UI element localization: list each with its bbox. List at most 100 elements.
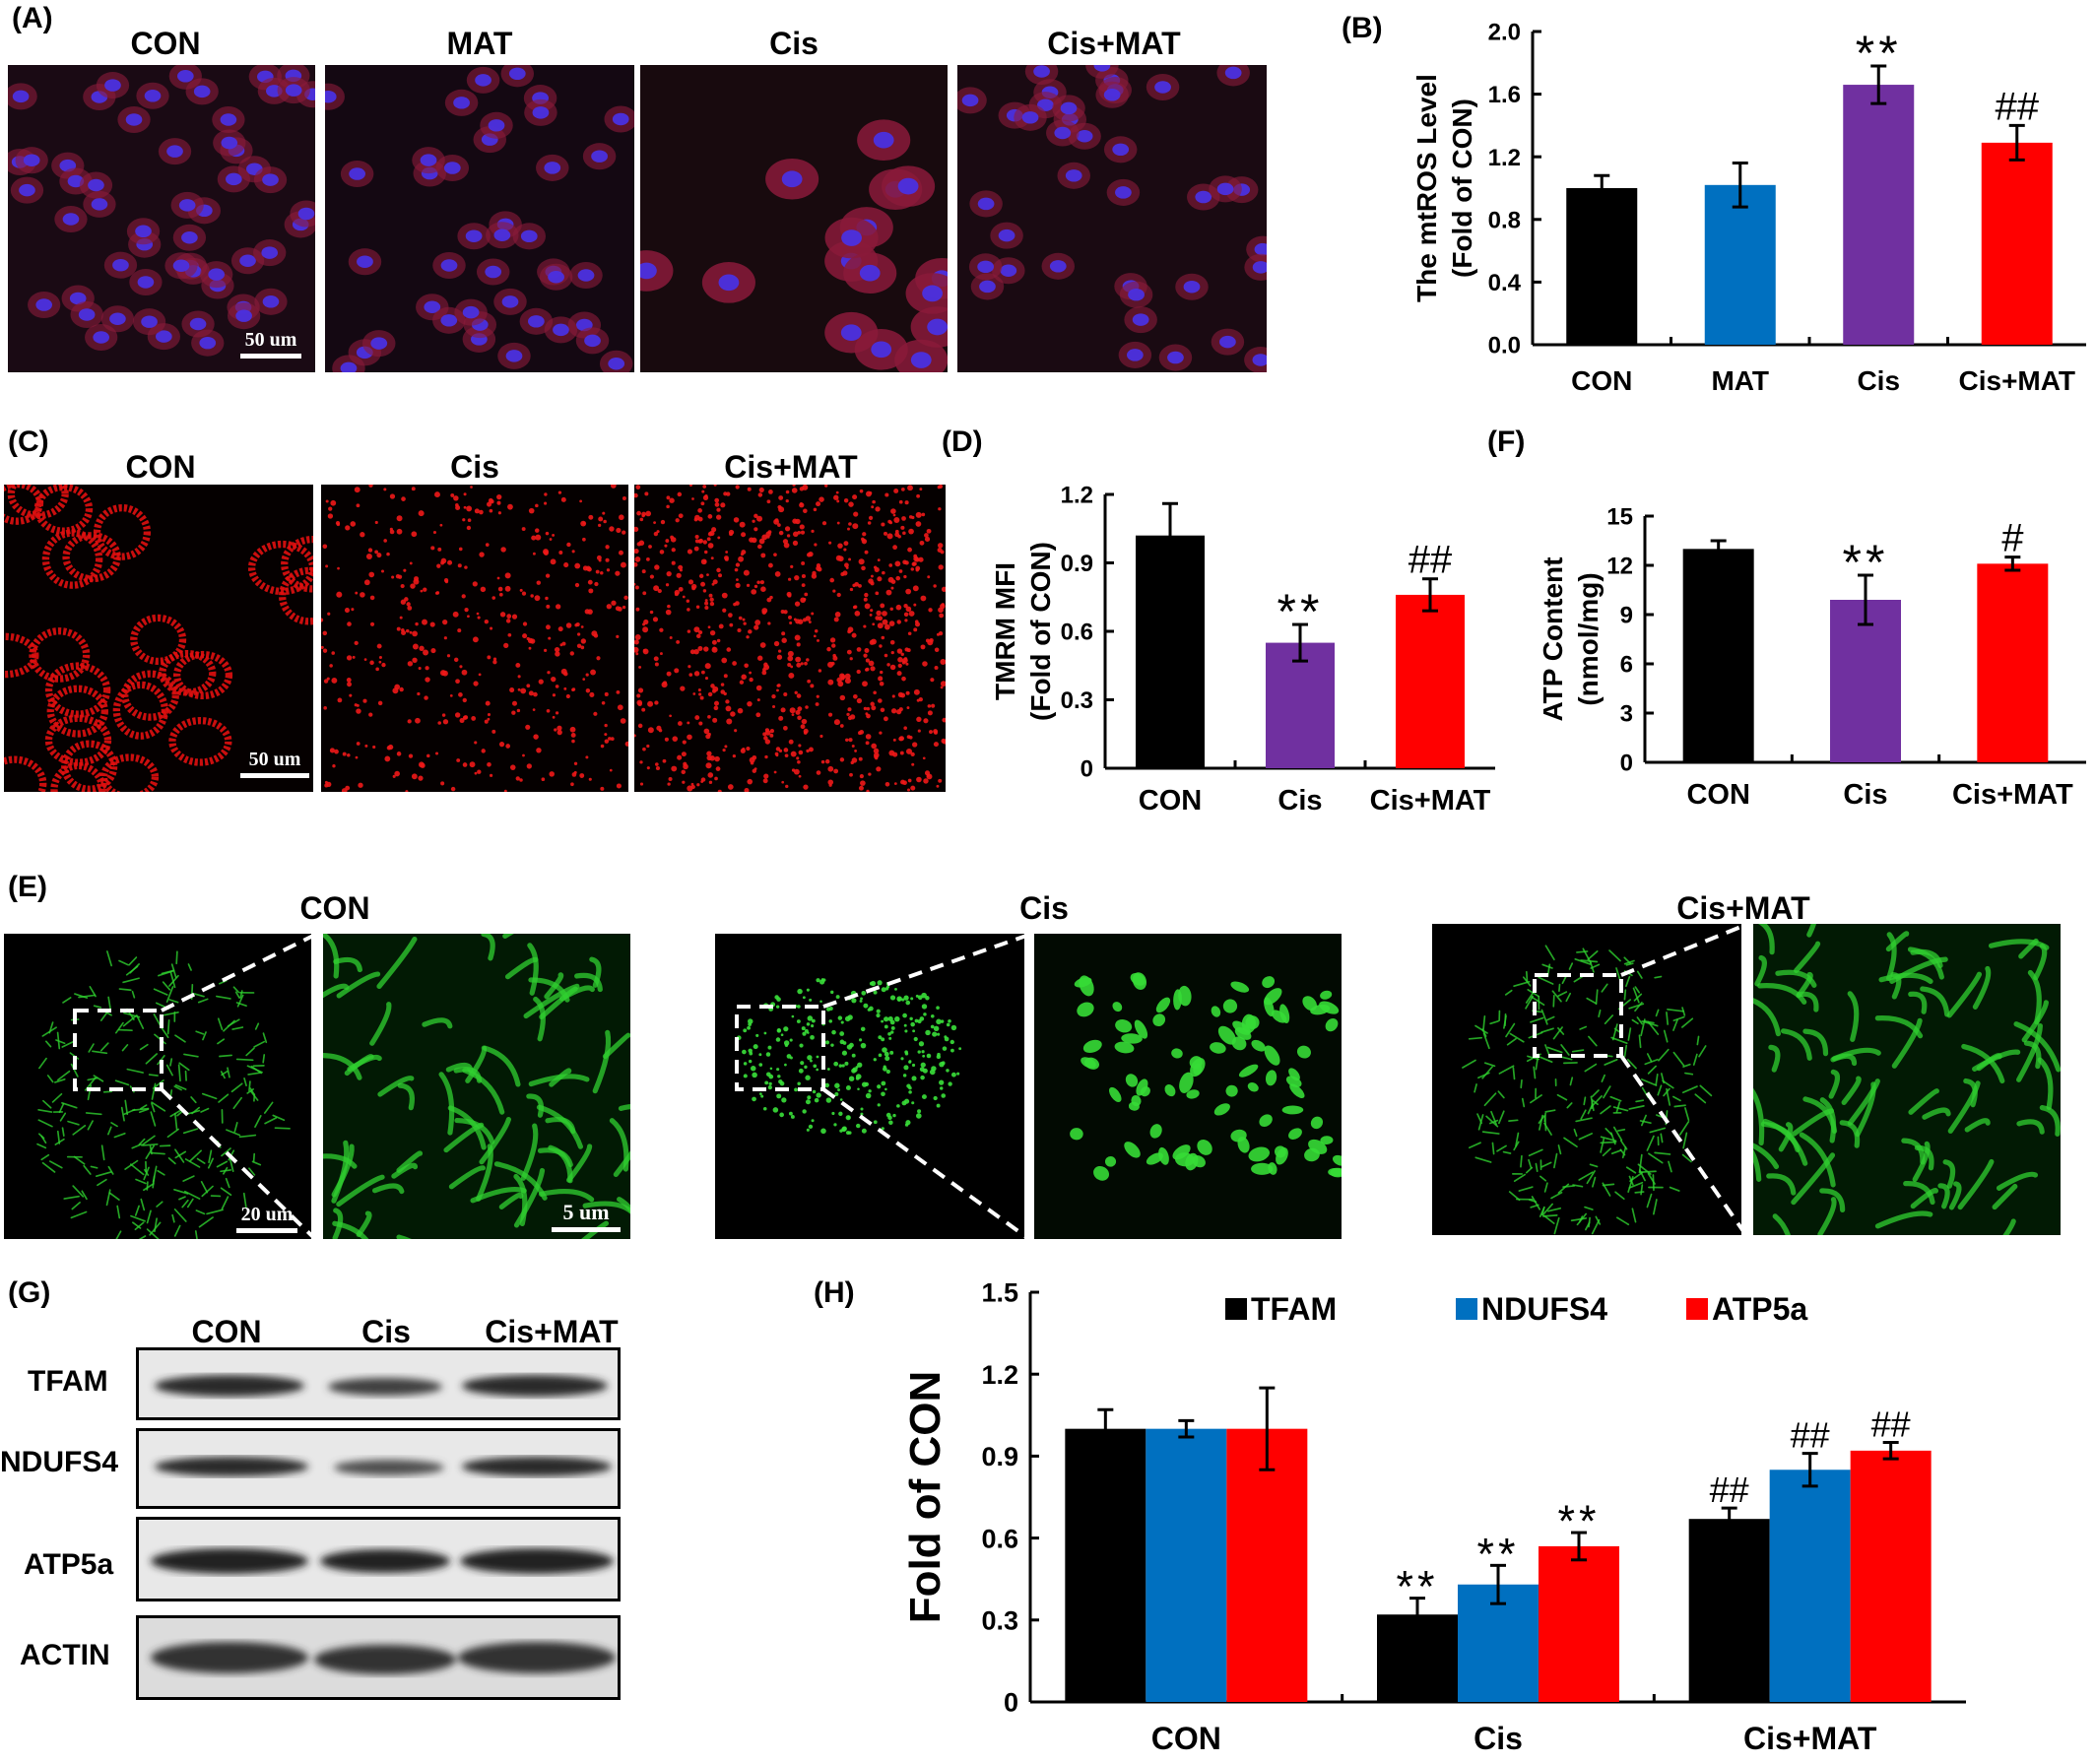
x-tick-label: CON	[1686, 779, 1749, 811]
mitochondria-filament	[81, 1190, 88, 1201]
mitochondria-dot	[812, 570, 817, 576]
mitochondria-filament	[1482, 1015, 1486, 1031]
mitochondria-dot	[870, 609, 874, 613]
mitochondria-dot	[711, 639, 717, 645]
mitochondria-dot	[728, 613, 733, 618]
mitochondria-dot	[707, 543, 714, 549]
nucleus	[1132, 313, 1149, 326]
mitochondria-dot	[671, 560, 676, 565]
mitochondria-dot	[496, 500, 501, 505]
mitochondria-filament	[37, 1119, 53, 1128]
mitochondria-filament	[1625, 975, 1631, 988]
mitochondria-filament	[2023, 1040, 2042, 1070]
mitochondria-filament	[1462, 1059, 1476, 1069]
mitochondria-dot	[904, 647, 909, 652]
nucleus	[235, 309, 252, 322]
mitochondria-dot	[816, 770, 821, 775]
mitochondria-dot	[941, 586, 946, 593]
mitochondria-filament	[56, 1031, 61, 1050]
mitochondria-filament	[520, 1123, 539, 1181]
band	[151, 1642, 308, 1673]
x-tick-label: Cis+MAT	[1959, 365, 2076, 396]
mitochondria-fragment	[925, 996, 930, 1001]
mitochondria-filament	[1908, 991, 1928, 1014]
nucleus	[189, 317, 207, 331]
mitochondria-dot	[805, 705, 809, 709]
x-tick-label: Cis+MAT	[1370, 785, 1491, 817]
mitochondria-filament	[102, 1090, 113, 1093]
nucleus	[297, 207, 315, 221]
mitochondria-dot	[939, 613, 945, 619]
mitochondria-dot	[732, 661, 737, 666]
nucleus	[104, 79, 121, 92]
scale-bar-e-zoom-line	[552, 1227, 621, 1232]
mitochondria-dot	[674, 668, 680, 674]
mitochondria-dot	[746, 583, 751, 587]
mitochondria-dot	[938, 485, 944, 489]
mitochondria-dot	[616, 527, 622, 534]
mitochondria-fragment	[1310, 1116, 1324, 1130]
mitochondria-fragment	[861, 990, 867, 996]
mitochondria-dot	[360, 532, 365, 538]
mitochondria-filament	[56, 1070, 71, 1081]
mitochondria-fragment	[873, 1120, 878, 1125]
x-tick-label: MAT	[1711, 365, 1769, 396]
mitochondria-dot	[865, 668, 869, 672]
mitochondria-fragment	[914, 1018, 919, 1023]
nucleus	[93, 331, 110, 344]
mitochondria-dot	[324, 783, 329, 788]
mitochondria-filament	[1817, 1197, 1837, 1235]
mitochondria-dot	[434, 591, 439, 595]
mitochondria-dot	[897, 691, 904, 698]
mitochondria-dot	[563, 562, 569, 568]
mitochondria-filament	[183, 1053, 199, 1058]
mitochondria-filament	[1600, 1105, 1611, 1115]
mitochondria-dot	[408, 753, 414, 758]
mitochondria-dot	[703, 559, 706, 563]
mitochondria-fragment	[770, 1002, 776, 1008]
y-tick-label: 9	[1620, 603, 1633, 629]
mitochondria-dot	[418, 510, 425, 517]
mitochondria-fragment	[753, 1044, 758, 1050]
mitochondria-filament	[1468, 1142, 1481, 1149]
mitochondria-fragment	[946, 1069, 950, 1073]
mitochondria-filament	[1485, 1115, 1499, 1128]
mitochondria-dot	[845, 738, 849, 743]
mitochondria-fragment	[797, 1081, 801, 1085]
nucleus	[220, 113, 237, 126]
mitochondria-dot	[559, 643, 563, 647]
mitochondria-filament	[1796, 971, 1813, 999]
mitochondria-filament	[1498, 1065, 1515, 1075]
mitochondria-dot	[894, 560, 901, 567]
mitochondria-dot	[381, 662, 386, 668]
mitochondria-dot	[801, 583, 806, 588]
mitochondria-dot	[694, 534, 699, 540]
mitochondria-dot	[792, 485, 796, 487]
panel-e-group-label: CON	[299, 890, 370, 926]
blot-label-ndufs4: NDUFS4	[0, 1446, 119, 1478]
mitochondria-dot	[443, 578, 449, 583]
mitochondria-fragment	[910, 997, 914, 1001]
mitochondria-dot	[790, 564, 794, 568]
mitochondria-dot	[363, 658, 367, 662]
mitochondria-dot	[797, 715, 802, 720]
mitochondria-filament	[1957, 1158, 1995, 1210]
y-tick-label: 1.2	[1488, 145, 1521, 171]
mitochondria-fragment	[826, 1007, 831, 1012]
mitochondria-dot	[407, 661, 414, 667]
mitochondria-dot	[924, 536, 931, 543]
mitochondria-dot	[869, 613, 873, 617]
mitochondria-fragment	[804, 1065, 808, 1070]
mitochondria-dot	[883, 716, 888, 722]
mitochondria-fragment	[950, 1072, 956, 1078]
mitochondria-fragment	[743, 1062, 748, 1066]
nucleus	[527, 315, 545, 328]
mitochondria-fragment	[811, 1024, 815, 1028]
mitochondria-fragment	[896, 1104, 900, 1108]
mitochondria-dot	[415, 621, 419, 626]
mitochondria-dot	[900, 525, 905, 530]
mitochondria-dot	[678, 586, 684, 592]
mitochondria-dot	[895, 708, 902, 715]
mitochondria-filament	[1533, 1066, 1537, 1079]
